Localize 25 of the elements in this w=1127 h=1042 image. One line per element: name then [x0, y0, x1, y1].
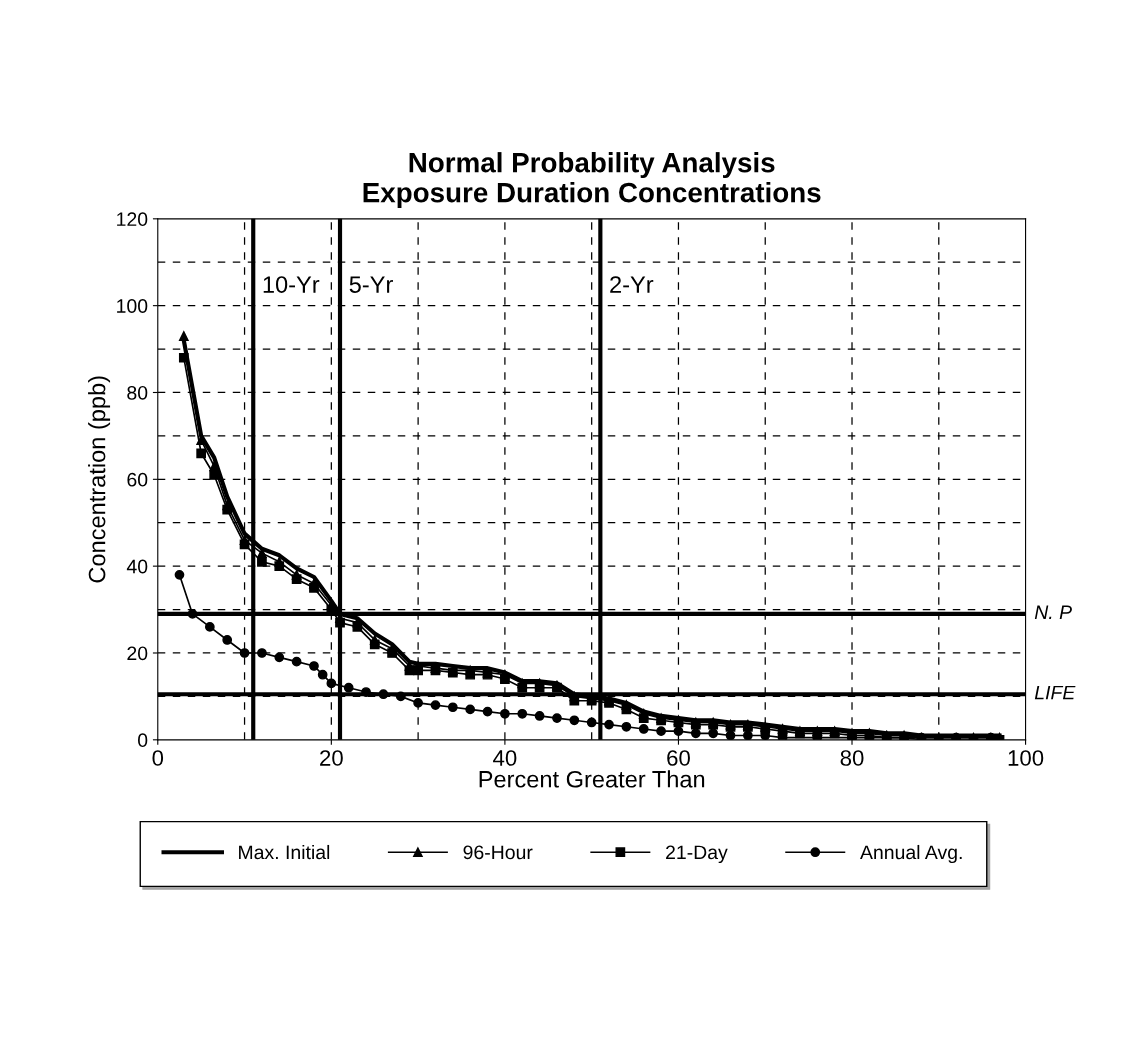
y-axis-title: Concentration (ppb): [88, 376, 111, 583]
legend-label: Max. Initial: [239, 844, 330, 860]
legend-label: 96-Hour: [463, 845, 533, 860]
ref-line-label: LIFE: [1034, 685, 1076, 700]
chart-title: Normal Probability Analysis Exposure Duration Concentrations: [363, 152, 821, 208]
ref-line-label: N. P: [1034, 605, 1072, 619]
y-tick-label: 20: [127, 646, 148, 661]
x-tick-label: 100: [1008, 750, 1044, 766]
x-tick-label: 80: [840, 750, 864, 766]
x-axis-title: Percent Greater Than: [479, 770, 705, 788]
ref-line-label: 2-Yr: [610, 276, 654, 293]
y-tick-label: 60: [127, 472, 148, 487]
y-tick-label: 40: [126, 559, 148, 574]
y-tick-label: 80: [127, 385, 148, 400]
ref-line-label: 5-Yr: [349, 276, 393, 293]
x-tick-label: 60: [667, 750, 690, 766]
y-tick-label: 0: [138, 733, 148, 748]
y-tick-label: 120: [117, 212, 148, 227]
x-tick-label: 0: [152, 750, 164, 766]
legend-label: Annual Avg.: [860, 844, 962, 864]
x-tick-label: 20: [320, 750, 343, 766]
ref-line-label: 10-Yr: [263, 276, 320, 293]
x-tick-label: 40: [493, 750, 517, 766]
y-tick-label: 100: [117, 299, 148, 313]
legend-label: 21-Day: [666, 845, 728, 864]
